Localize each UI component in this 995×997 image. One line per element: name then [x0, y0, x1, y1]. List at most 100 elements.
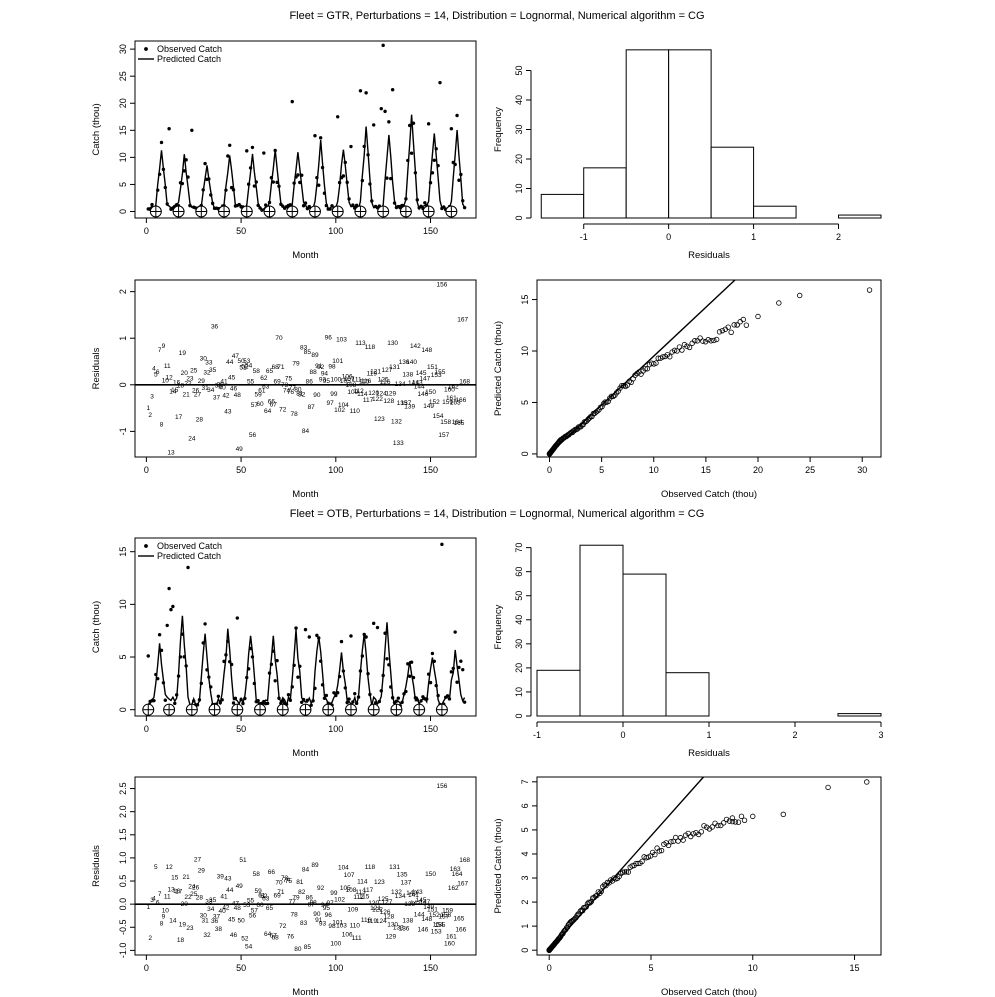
otb_ts-observed-point [195, 703, 200, 707]
otb_ts-observed-point [373, 701, 378, 705]
gtr_qq-reference-line [549, 279, 736, 455]
gtr_ts-observed-point [434, 147, 438, 151]
gtr_resid-residual-label: 166 [455, 397, 466, 404]
gtr_resid-residual-label: 116 [361, 378, 372, 385]
otb_resid-residual-label: 24 [188, 884, 196, 891]
otb_resid-residual-label: 123 [374, 879, 385, 886]
gtr_resid-residual-label: 71 [277, 364, 285, 371]
gtr_resid-residual-label: 113 [355, 340, 366, 347]
otb_ts-observed-point [396, 696, 401, 700]
gtr_qq-y-tick-label: 10 [520, 346, 530, 356]
gtr_ts-observed-point [315, 175, 319, 180]
otb_ts-observed-point [358, 669, 363, 673]
gtr_resid-residual-label: 49 [236, 446, 244, 453]
otb_resid-residual-label: 130 [387, 921, 398, 928]
otb_qq-qq-point [732, 819, 739, 825]
gtr_ts-observed-point [262, 151, 266, 155]
gtr_resid-residual-label: 109 [347, 389, 358, 396]
gtr_resid-residual-label: 80 [294, 386, 302, 393]
gtr_resid-residual-label: 105 [340, 378, 351, 385]
gtr_ts-observed-point [260, 208, 264, 212]
gtr_ts-observed-point [345, 180, 349, 185]
otb_qq-qq-point [633, 860, 639, 867]
otb_resid-residual-label: 68 [272, 935, 280, 942]
otb_resid-residual-label: 61 [258, 892, 266, 899]
otb_resid-residual-label: 114 [357, 879, 368, 886]
otb_hist-x-tick-label: -1 [533, 730, 541, 740]
gtr_resid-residual-label: 104 [338, 402, 349, 409]
otb_hist-x-tick-label: 2 [792, 730, 797, 740]
gtr_ts-observed-point [324, 203, 329, 208]
otb_resid-residual-label: 74 [283, 877, 291, 884]
otb_qq-qq-point [577, 908, 583, 914]
gtr_ts-legend-observed-label: Observed Catch [157, 44, 222, 54]
otb_ts-observed-point [317, 636, 321, 640]
otb_resid-residual-label: 96 [325, 912, 333, 919]
otb_ts-observed-point [432, 659, 437, 663]
gtr_hist-x-tick-label: 2 [836, 232, 841, 242]
gtr_qq-qq-point [734, 322, 740, 328]
otb_ts-observed-point [233, 696, 238, 701]
gtr_resid-x-tick-label: 100 [328, 465, 343, 475]
gtr_qq-qq-point [731, 322, 737, 328]
gtr_qq-qq-point [608, 393, 615, 400]
otb_qq-qq-point [715, 822, 721, 829]
gtr_ts-observed-point [360, 178, 365, 183]
gtr_ts-observed-point [330, 204, 334, 208]
otb_resid-residual-label: 14 [169, 917, 177, 924]
otb_resid-y-tick-label: 2.0 [118, 805, 128, 818]
otb_ts-observed-point [220, 698, 224, 702]
gtr_ts-observed-point [229, 185, 234, 190]
otb_resid-residual-label: 145 [416, 897, 427, 904]
otb_resid-residual-label: 117 [363, 887, 374, 894]
otb_resid-residual-label: 126 [380, 909, 391, 916]
gtr_resid-y-tick-label: 2 [118, 289, 128, 294]
gtr_ts-observed-point [303, 201, 308, 205]
gtr_resid-residual-label: 97 [327, 400, 335, 407]
otb_ts-observed-point [186, 565, 190, 570]
gtr_resid-x-tick-label: 50 [236, 465, 246, 475]
gtr_resid-residual-label: 76 [287, 389, 295, 396]
otb_resid-residual-label: 122 [372, 907, 383, 914]
gtr_resid-residual-label: 153 [431, 372, 442, 379]
otb_ts-observed-point [171, 604, 175, 609]
gtr_resid-residual-label: 124 [376, 390, 387, 397]
gtr_ts-observed-point [328, 207, 332, 211]
gtr_ts-observed-point [415, 198, 419, 202]
gtr_resid-residual-label: 95 [323, 378, 331, 385]
gtr_resid-residual-label: 100 [330, 376, 341, 383]
otb_qq-qq-point [704, 824, 710, 830]
gtr_ts-observed-point [269, 175, 274, 180]
gtr_resid-residual-label: 18 [177, 383, 185, 390]
gtr_qq-qq-point [671, 347, 678, 354]
gtr_qq-qq-point [697, 335, 703, 341]
otb_ts-observed-point [368, 692, 372, 697]
otb_ts-observed-point [449, 670, 454, 674]
gtr_resid-residual-label: 115 [359, 379, 370, 386]
gtr_resid-residual-label: 22 [184, 380, 192, 387]
gtr_resid-residual-label: 64 [264, 408, 272, 415]
gtr_ts-observed-point [438, 80, 442, 85]
otb_ts-observed-point [434, 683, 438, 688]
gtr_ts-observed-point [317, 183, 321, 187]
gtr_resid-residual-label: 65 [266, 368, 274, 375]
otb_ts-observed-point [377, 699, 382, 704]
otb_resid-residual-label: 82 [298, 889, 306, 896]
otb_resid-residual-label: 106 [342, 931, 353, 938]
gtr_resid-residual-label: 150 [425, 389, 436, 396]
gtr_resid-residual-label: 159 [442, 399, 453, 406]
otb_ts-observed-point [167, 586, 171, 591]
gtr_resid-residual-label: 160 [444, 386, 455, 393]
otb_resid-residual-label: 134 [395, 893, 406, 900]
otb_resid-residual-label: 108 [346, 887, 357, 894]
gtr_resid-residual-label: 16 [173, 380, 181, 387]
otb_resid-residual-label: 15 [171, 874, 179, 881]
gtr_resid-residual-label: 125 [378, 376, 389, 383]
gtr_resid-residual-label: 9 [162, 343, 166, 350]
gtr_resid-residual-label: 45 [228, 374, 236, 381]
otb_ts-observed-point [400, 700, 404, 704]
otb_resid-residual-label: 112 [353, 894, 364, 901]
gtr_ts-observed-point [379, 106, 383, 111]
otb_ts-observed-point [356, 695, 361, 699]
gtr_resid-residual-label: 122 [372, 396, 383, 403]
